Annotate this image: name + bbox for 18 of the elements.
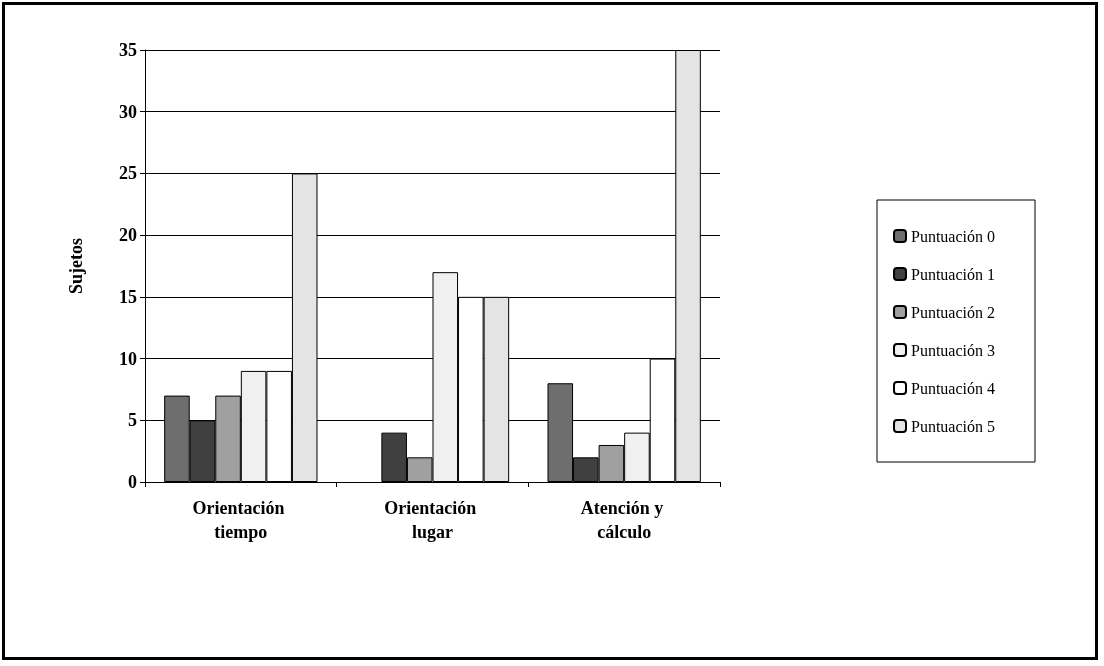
y-tick-label: 10 (119, 348, 137, 369)
y-tick-label: 30 (119, 101, 137, 122)
y-tick-label: 15 (119, 286, 137, 307)
legend-label: Puntuación 3 (911, 341, 996, 359)
x-tick-label: Orientación tiempo (192, 498, 290, 542)
y-tick-label: 0 (128, 472, 137, 492)
legend-label: Puntuación 5 (911, 417, 996, 435)
y-tick-label: 25 (119, 163, 137, 184)
legend-label: Puntuación 4 (911, 379, 996, 397)
x-tick-label: Orientación lugar (384, 498, 481, 542)
y-tick-label: 20 (119, 225, 137, 246)
legend-label: Puntuación 2 (911, 303, 996, 321)
y-tick-label: 35 (119, 40, 137, 60)
legend-label: Puntuación 0 (911, 227, 996, 245)
y-axis-title: Sujetos (66, 237, 86, 295)
x-tick-label: Atención y cálculo (580, 498, 668, 542)
y-tick-label: 5 (128, 410, 137, 431)
legend-label: Puntuación 1 (911, 265, 996, 283)
